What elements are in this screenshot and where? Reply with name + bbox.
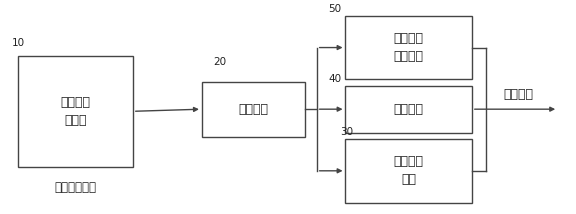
- Text: 50: 50: [328, 4, 342, 13]
- Text: 延时电路: 延时电路: [393, 103, 424, 116]
- Text: 30: 30: [340, 127, 353, 137]
- Bar: [202, 82, 305, 137]
- Text: 40: 40: [328, 74, 342, 84]
- Text: 反向判断
拉低电路: 反向判断 拉低电路: [393, 32, 424, 63]
- Bar: [346, 86, 472, 132]
- Text: 过流保护
电路: 过流保护 电路: [393, 155, 424, 186]
- Text: 10: 10: [12, 38, 25, 48]
- Bar: [346, 139, 472, 203]
- Text: 20: 20: [213, 57, 226, 67]
- Text: 驱动给定: 驱动给定: [503, 88, 533, 101]
- Text: 斩波电路: 斩波电路: [238, 103, 268, 116]
- Text: 三角波发
生电路: 三角波发 生电路: [60, 96, 90, 127]
- Bar: [346, 16, 472, 79]
- Text: 清理效果给定: 清理效果给定: [54, 181, 96, 195]
- Bar: [18, 56, 133, 166]
